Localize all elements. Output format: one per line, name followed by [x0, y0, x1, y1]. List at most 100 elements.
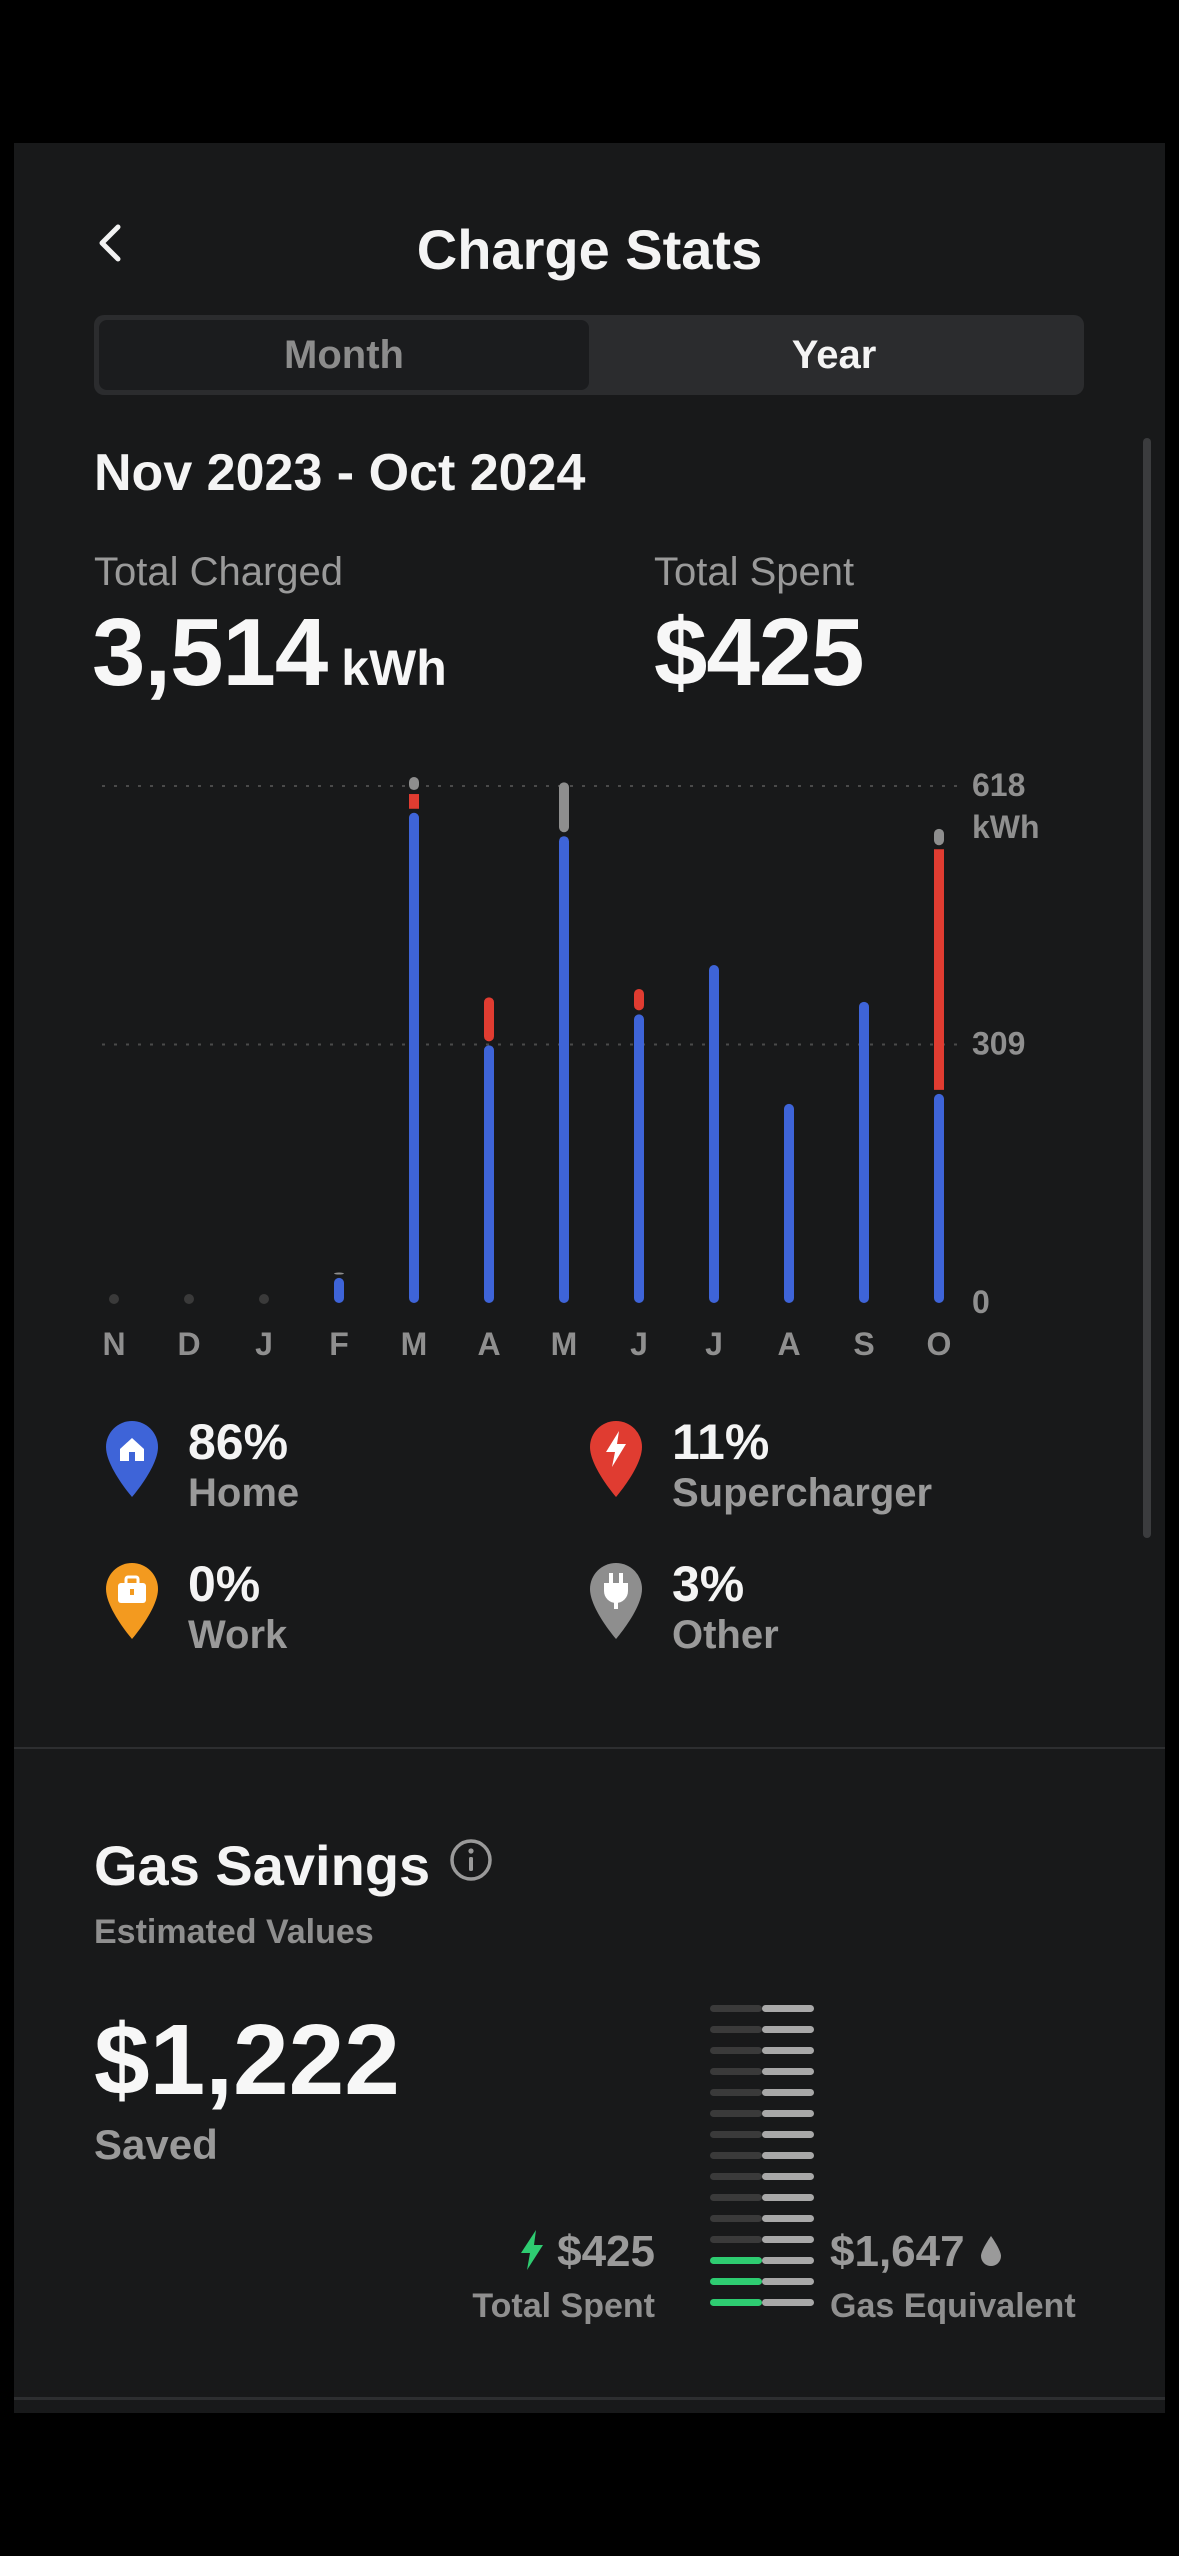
- scrollbar[interactable]: [1143, 438, 1151, 1538]
- chart-bar-home: [634, 1014, 644, 1303]
- gauge-segment-gas: [762, 2236, 814, 2243]
- lightning-icon: [590, 1421, 642, 1497]
- gauge-segment-spent: [710, 2089, 762, 2096]
- gauge-segment-spent: [710, 2236, 762, 2243]
- gauge-segment-gas: [762, 2047, 814, 2054]
- x-tick-label: D: [177, 1326, 200, 1362]
- gas-equivalent: $1,647: [830, 2227, 1003, 2277]
- total-charged-label: Total Charged: [94, 550, 344, 594]
- x-tick-label: M: [551, 1326, 578, 1362]
- gauge-segment-spent: [710, 2068, 762, 2075]
- chart-bar-supercharger: [409, 794, 419, 809]
- chart-bar-home: [559, 836, 569, 1303]
- gauge-segment-gas: [762, 2299, 814, 2306]
- home-icon: [106, 1421, 158, 1497]
- plug-icon: [590, 1563, 642, 1639]
- y-tick-label: 618: [972, 767, 1025, 803]
- chart-bar-home: [859, 1001, 869, 1303]
- briefcase-icon: [106, 1563, 158, 1639]
- gauge-segment-gas: [762, 2131, 814, 2138]
- tab-month[interactable]: Month: [99, 320, 589, 390]
- saved-label: Saved: [94, 2121, 218, 2168]
- gauge-segment-gas: [762, 2152, 814, 2159]
- chart-bar-home: [409, 812, 419, 1303]
- gauge-segment-spent: [710, 2131, 762, 2138]
- x-tick-label: J: [630, 1326, 648, 1362]
- monthly-charge-chart: 618 309 0 kWh N D J F M A M J J A S O: [102, 767, 1040, 1362]
- gauge-segment-gas: [762, 2173, 814, 2180]
- gas-equivalent-value: $1,647: [830, 2227, 965, 2276]
- x-tick-label: A: [477, 1326, 500, 1362]
- tab-year[interactable]: Year: [791, 332, 877, 377]
- gauge-segment-spent: [710, 2173, 762, 2180]
- header: Charge Stats: [14, 203, 1165, 283]
- legend-supercharger-name: Supercharger: [672, 1471, 933, 1515]
- total-spent-small: $425: [519, 2227, 655, 2277]
- page-title: Charge Stats: [416, 218, 763, 281]
- gauge-segment-gas: [762, 2110, 814, 2117]
- chart-bar-home: [709, 965, 719, 1303]
- legend-other-pct: 3%: [672, 1556, 745, 1612]
- savings-gauge: [710, 2005, 814, 2306]
- legend-home-name: Home: [188, 1471, 300, 1515]
- total-spent-small-value: $425: [557, 2227, 655, 2276]
- date-range-title: Nov 2023 - Oct 2024: [94, 444, 586, 502]
- gauge-segment-spent: [710, 2194, 762, 2201]
- x-tick-label: S: [853, 1326, 874, 1362]
- gauge-segment-spent: [710, 2026, 762, 2033]
- gauge-segment-gas: [762, 2089, 814, 2096]
- gauge-segment-gas: [762, 2068, 814, 2075]
- gas-savings-subtitle: Estimated Values: [94, 1913, 374, 1951]
- chart-bar-home: [334, 1277, 344, 1303]
- gauge-segment-gas: [762, 2257, 814, 2264]
- chart-bar-other: [409, 776, 419, 791]
- total-charged-number: 3,514: [92, 599, 328, 706]
- gauge-segment-gas: [762, 2215, 814, 2222]
- x-tick-label: J: [705, 1326, 723, 1362]
- info-icon[interactable]: [448, 1837, 494, 1883]
- chart-bar-home: [484, 1045, 494, 1303]
- gas-equivalent-label: Gas Equivalent: [830, 2287, 1076, 2325]
- chart-bar-other: [934, 828, 944, 846]
- gauge-segment-gas: [762, 2278, 814, 2285]
- x-tick-label: J: [255, 1326, 273, 1362]
- chart-empty-dot: [109, 1294, 119, 1304]
- chart-empty-dot: [184, 1294, 194, 1304]
- legend-other-name: Other: [672, 1613, 779, 1657]
- period-toggle: Month Year: [94, 315, 1084, 395]
- legend-work-pct: 0%: [188, 1556, 261, 1612]
- back-chevron-icon[interactable]: [84, 215, 140, 271]
- gas-savings-title: Gas Savings: [94, 1834, 431, 1897]
- chart-bar-other: [559, 782, 569, 833]
- chart-bar-home: [934, 1093, 944, 1303]
- gauge-segment-spent: [710, 2005, 762, 2012]
- saved-value: $1,222: [94, 2004, 400, 2116]
- x-tick-label: N: [102, 1326, 125, 1362]
- x-tick-label: F: [329, 1326, 349, 1362]
- gauge-segment-spent: [710, 2110, 762, 2117]
- total-charged-unit: kWh: [341, 640, 447, 696]
- total-spent-value: $425: [654, 599, 865, 706]
- bottom-divider: [14, 2397, 1165, 2400]
- gauge-segment-spent: [710, 2257, 762, 2264]
- gauge-segment-spent: [710, 2299, 762, 2306]
- y-unit-label: kWh: [972, 809, 1040, 845]
- gauge-segment-spent: [710, 2152, 762, 2159]
- x-tick-label: A: [777, 1326, 800, 1362]
- gauge-segment-spent: [710, 2215, 762, 2222]
- y-tick-label: 309: [972, 1026, 1025, 1062]
- legend-work-name: Work: [188, 1613, 288, 1657]
- chart-bar-other: [334, 1272, 344, 1275]
- x-tick-label: O: [927, 1326, 952, 1362]
- chart-bar-supercharger: [634, 988, 644, 1011]
- drop-icon: [980, 2236, 1001, 2266]
- chart-bar-home: [784, 1103, 794, 1303]
- gauge-segment-spent: [710, 2278, 762, 2285]
- chart-bar-supercharger: [484, 997, 494, 1042]
- chart-bar-supercharger: [934, 849, 944, 1090]
- gauge-segment-gas: [762, 2026, 814, 2033]
- legend-home-pct: 86%: [188, 1414, 289, 1470]
- total-spent-small-label: Total Spent: [472, 2287, 655, 2325]
- x-tick-label: M: [401, 1326, 428, 1362]
- gauge-segment-gas: [762, 2005, 814, 2012]
